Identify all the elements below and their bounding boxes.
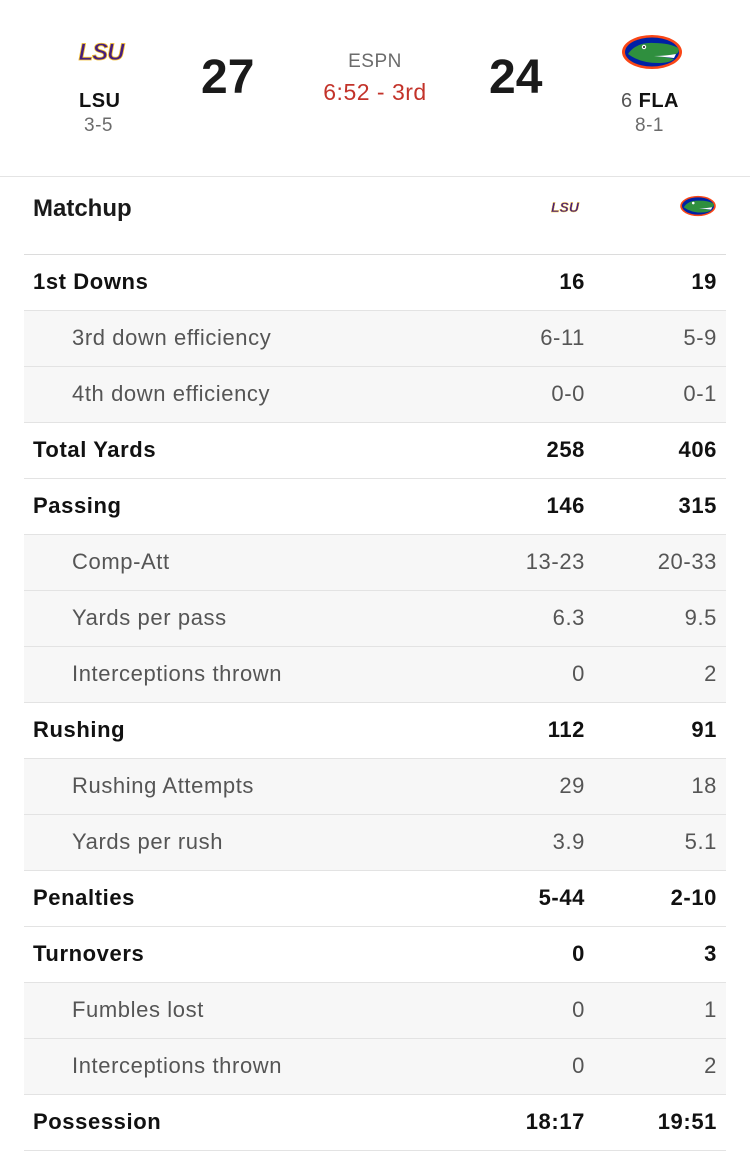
stat-label: 3rd down efficiency (72, 325, 272, 350)
stat-label: Interceptions thrown (72, 1053, 283, 1078)
away-team-name[interactable]: LSU (79, 90, 121, 112)
lsu-logo-icon: LSU (551, 199, 580, 215)
stat-label: Comp-Att (72, 549, 170, 574)
stat-row: Fumbles lost 0 1 (24, 983, 726, 1039)
fla-stat-value: 19:51 (657, 1109, 717, 1134)
fla-stat-value: 2 (704, 661, 717, 686)
stat-row: Yards per pass 6.3 9.5 (24, 591, 726, 647)
stat-row: 4th down efficiency 0-0 0-1 (24, 367, 726, 423)
stat-label: Passing (33, 493, 122, 518)
stat-row: Passing 146 315 (24, 479, 726, 535)
fla-stat-value: 2-10 (670, 885, 717, 910)
home-team-record: 8-1 (635, 115, 664, 136)
fla-stat-value: 5.1 (684, 829, 717, 854)
matchup-card: Matchup LSU 1st Downs 16 19 3rd down effici… (0, 176, 750, 1160)
home-team-name[interactable]: 6 FLA (621, 90, 680, 112)
gator-logo-icon[interactable] (620, 32, 684, 72)
stats-table: 1st Downs 16 19 3rd down efficiency 6-11 5-9 4… (24, 255, 726, 1151)
lsu-stat-value: 0 (572, 1053, 585, 1078)
stat-row: Rushing Attempts 29 18 (24, 759, 726, 815)
stat-label: Total Yards (33, 437, 157, 462)
fla-stat-value: 0-1 (683, 381, 717, 406)
lsu-stat-value: 29 (559, 773, 585, 798)
stat-row: Comp-Att 13-23 20-33 (24, 535, 726, 591)
matchup-header: Matchup LSU (24, 177, 726, 255)
tv-network: ESPN (348, 51, 402, 72)
lsu-stat-value: 13-23 (525, 549, 585, 574)
lsu-stat-value: 5-44 (538, 885, 585, 910)
stat-label: Possession (33, 1109, 162, 1134)
stat-row: 1st Downs 16 19 (24, 255, 726, 311)
stat-label: Fumbles lost (72, 997, 204, 1022)
stat-row: Penalties 5-44 2-10 (24, 871, 726, 927)
stat-label: Turnovers (33, 941, 145, 966)
stat-row: Total Yards 258 406 (24, 423, 726, 479)
stat-row: 3rd down efficiency 6-11 5-9 (24, 311, 726, 367)
stat-label: 4th down efficiency (72, 381, 271, 406)
fla-stat-value: 20-33 (657, 549, 717, 574)
fla-stat-value: 5-9 (683, 325, 717, 350)
fla-stat-value: 2 (704, 1053, 717, 1078)
matchup-title: Matchup (33, 195, 132, 222)
lsu-stat-value: 6.3 (552, 605, 585, 630)
stat-row: Rushing 112 91 (24, 703, 726, 759)
game-clock: 6:52 - 3rd (323, 79, 427, 105)
fla-stat-value: 18 (691, 773, 717, 798)
fla-stat-value: 3 (704, 941, 717, 966)
fla-stat-value: 1 (704, 997, 717, 1022)
stat-label: Yards per pass (72, 605, 227, 630)
scoreboard-header: LSU LSU 3-5 27 ESPN 6:52 - 3rd 24 6 FLA 8… (0, 0, 750, 176)
stat-label: Yards per rush (72, 829, 224, 854)
stat-row: Interceptions thrown 0 2 (24, 1039, 726, 1095)
stat-label: Interceptions thrown (72, 661, 283, 686)
lsu-stat-value: 146 (546, 493, 585, 518)
lsu-stat-value: 3.9 (552, 829, 585, 854)
lsu-stat-value: 0-0 (551, 381, 585, 406)
away-score: 27 (201, 51, 255, 104)
stat-label: 1st Downs (33, 269, 149, 294)
home-score: 24 (489, 51, 543, 104)
lsu-stat-value: 0 (572, 661, 585, 686)
fla-stat-value: 315 (678, 493, 717, 518)
stat-row: Yards per rush 3.9 5.1 (24, 815, 726, 871)
fla-stat-value: 91 (691, 717, 717, 742)
lsu-stat-value: 0 (572, 941, 585, 966)
stat-row: Turnovers 0 3 (24, 927, 726, 983)
svg-text:LSU: LSU (551, 199, 580, 215)
lsu-stat-value: 258 (546, 437, 585, 462)
gator-logo-icon (680, 195, 716, 217)
lsu-stat-value: 16 (559, 269, 585, 294)
stat-label: Rushing Attempts (72, 773, 255, 798)
stat-label: Penalties (33, 885, 136, 910)
svg-text:LSU: LSU (79, 39, 126, 66)
lsu-stat-value: 18:17 (525, 1109, 585, 1134)
fla-stat-value: 9.5 (684, 605, 717, 630)
fla-stat-value: 19 (691, 269, 717, 294)
lsu-stat-value: 112 (547, 717, 585, 742)
lsu-stat-value: 0 (572, 997, 585, 1022)
stat-row: Possession 18:17 19:51 (24, 1095, 726, 1151)
stat-label: Rushing (33, 717, 126, 742)
fla-stat-value: 406 (678, 437, 717, 462)
stat-row: Interceptions thrown 0 2 (24, 647, 726, 703)
lsu-stat-value: 6-11 (540, 325, 585, 350)
away-team-record: 3-5 (84, 115, 113, 136)
home-team-rank: 6 (621, 90, 633, 112)
lsu-logo-icon[interactable]: LSU (70, 38, 132, 66)
